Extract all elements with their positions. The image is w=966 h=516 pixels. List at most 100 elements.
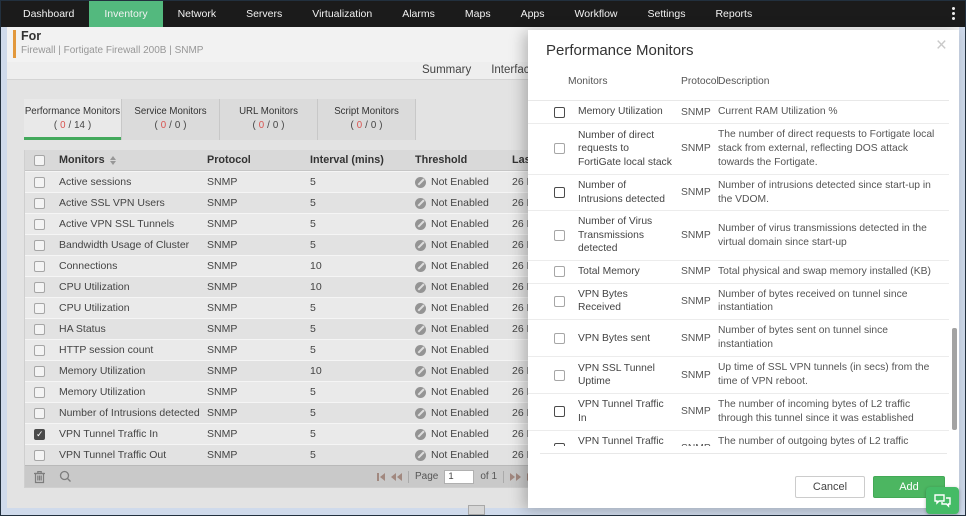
- nav-item[interactable]: Apps: [520, 7, 545, 20]
- dialog-row-checkbox[interactable]: [554, 230, 565, 242]
- row-checkbox[interactable]: [34, 281, 45, 293]
- not-enabled-icon: [415, 302, 426, 314]
- dialog-row-checkbox[interactable]: [554, 187, 565, 199]
- dialog-row-checkbox[interactable]: [554, 106, 565, 118]
- scrollbar-thumb[interactable]: [952, 328, 957, 430]
- dialog-row-checkbox[interactable]: [554, 443, 565, 446]
- dialog-monitor-protocol: SNMP: [681, 406, 711, 418]
- dialog-monitor-row[interactable]: Number of Virus Transmissions detected S…: [528, 211, 949, 261]
- page-first-button[interactable]: [377, 472, 385, 481]
- monitor-name: HTTP session count: [59, 344, 154, 356]
- subtab-label: Service Monitors: [134, 106, 207, 117]
- nav-item[interactable]: Workflow: [574, 7, 618, 20]
- dialog-monitor-row[interactable]: Memory Utilization SNMP Current RAM Util…: [528, 101, 949, 124]
- row-checkbox[interactable]: [34, 239, 45, 251]
- nav-item[interactable]: Settings: [647, 7, 686, 20]
- dialog-monitor-row[interactable]: VPN Tunnel Traffic Out SNMP The number o…: [528, 431, 949, 446]
- dialog-monitor-description: Number of bytes sent on tunnel since ins…: [718, 325, 888, 351]
- cancel-button[interactable]: Cancel: [795, 476, 865, 498]
- column-header-monitors[interactable]: Monitors: [59, 154, 207, 166]
- dialog-column-monitors: Monitors: [568, 76, 608, 87]
- monitor-name: Bandwidth Usage of Cluster: [59, 239, 190, 251]
- dialog-row-checkbox[interactable]: [554, 332, 565, 344]
- dialog-monitor-description: Number of bytes received on tunnel since…: [718, 288, 908, 314]
- dialog-row-checkbox[interactable]: [554, 406, 565, 418]
- dialog-monitor-row[interactable]: Total Memory SNMP Total physical and swa…: [528, 261, 949, 284]
- monitor-threshold: Not Enabled: [415, 302, 512, 314]
- row-checkbox[interactable]: [34, 386, 45, 398]
- nav-item[interactable]: Reports: [715, 7, 753, 20]
- dialog-monitor-row[interactable]: VPN Bytes sent SNMP Number of bytes sent…: [528, 320, 949, 358]
- monitor-type-tab[interactable]: URL Monitors (0/0): [220, 99, 318, 140]
- dialog-row-checkbox[interactable]: [554, 143, 565, 155]
- monitor-threshold: Not Enabled: [415, 428, 512, 440]
- nav-item[interactable]: Virtualization: [312, 7, 373, 20]
- dialog-monitor-row[interactable]: VPN SSL Tunnel Uptime SNMP Up time of SS…: [528, 357, 949, 394]
- subtab-label: URL Monitors: [239, 106, 298, 117]
- row-checkbox[interactable]: [34, 302, 45, 314]
- page-prev-button[interactable]: [391, 472, 402, 481]
- row-checkbox[interactable]: [34, 344, 45, 356]
- page-next-button[interactable]: [510, 472, 522, 481]
- dialog-monitor-name: VPN Bytes Received: [578, 289, 628, 314]
- column-header-protocol[interactable]: Protocol: [207, 154, 251, 166]
- nav-item[interactable]: Alarms: [402, 7, 435, 20]
- scroll-handle[interactable]: [468, 505, 485, 515]
- row-checkbox[interactable]: [34, 449, 45, 461]
- monitor-protocol: SNMP: [207, 197, 238, 209]
- search-icon[interactable]: [59, 470, 72, 483]
- dialog-monitor-name: Number of Virus Transmissions detected: [578, 216, 653, 255]
- monitor-name: Active sessions: [59, 176, 132, 188]
- monitor-type-tab[interactable]: Service Monitors (0/0): [122, 99, 220, 140]
- page-input[interactable]: [444, 469, 475, 484]
- dialog-monitor-row[interactable]: VPN Bytes Received SNMP Number of bytes …: [528, 284, 949, 321]
- column-header-threshold[interactable]: Threshold: [415, 154, 468, 166]
- monitor-threshold: Not Enabled: [415, 323, 512, 335]
- chat-widget[interactable]: [926, 487, 959, 514]
- nav-item[interactable]: Servers: [246, 7, 283, 20]
- monitor-type-tab[interactable]: Performance Monitors (0/14): [24, 99, 122, 140]
- row-checkbox[interactable]: [34, 428, 45, 440]
- column-header-interval[interactable]: Interval (mins): [310, 154, 384, 166]
- not-enabled-icon: [415, 428, 426, 440]
- nav-item[interactable]: Network: [177, 7, 217, 20]
- monitor-interval: 10: [310, 365, 322, 377]
- monitor-name: VPN Tunnel Traffic In: [59, 428, 159, 440]
- row-checkbox[interactable]: [34, 260, 45, 272]
- close-icon[interactable]: ×: [935, 35, 947, 56]
- not-enabled-icon: [415, 260, 426, 272]
- nav-item[interactable]: Inventory: [89, 0, 163, 27]
- row-checkbox[interactable]: [34, 407, 45, 419]
- top-navigation: Dashboard Inventory Network Servers Virt…: [0, 0, 966, 27]
- subtab-count: (0/14): [53, 120, 92, 131]
- monitor-protocol: SNMP: [207, 239, 238, 251]
- row-checkbox[interactable]: [34, 365, 45, 377]
- monitor-type-tab[interactable]: Script Monitors (0/0): [318, 99, 416, 140]
- monitor-protocol: SNMP: [207, 302, 238, 314]
- dialog-monitor-row[interactable]: VPN Tunnel Traffic In SNMP The number of…: [528, 394, 949, 431]
- dialog-monitor-name: Number of direct requests to FortiGate l…: [578, 129, 672, 168]
- dialog-monitor-row[interactable]: Number of Intrusions detected SNMP Numbe…: [528, 175, 949, 212]
- row-checkbox[interactable]: [34, 197, 45, 209]
- not-enabled-icon: [415, 365, 426, 377]
- nav-item[interactable]: Maps: [464, 7, 491, 20]
- more-menu-icon[interactable]: [941, 0, 966, 27]
- content-tab[interactable]: Summary: [422, 63, 472, 76]
- monitor-protocol: SNMP: [207, 428, 238, 440]
- dialog-row-checkbox[interactable]: [554, 266, 565, 278]
- monitor-interval: 5: [310, 449, 316, 461]
- row-checkbox[interactable]: [34, 218, 45, 230]
- dialog-monitor-name: VPN Tunnel Traffic In: [578, 399, 664, 424]
- monitor-protocol: SNMP: [207, 344, 238, 356]
- dialog-monitor-row[interactable]: Number of direct requests to FortiGate l…: [528, 124, 949, 175]
- select-all-checkbox[interactable]: [34, 154, 45, 166]
- row-checkbox[interactable]: [34, 323, 45, 335]
- dialog-monitor-name: VPN SSL Tunnel Uptime: [578, 362, 655, 388]
- dialog-monitor-description: Number of virus transmissions detected i…: [718, 222, 927, 248]
- dialog-row-checkbox[interactable]: [554, 295, 565, 307]
- monitor-protocol: SNMP: [207, 281, 238, 293]
- nav-item[interactable]: Dashboard: [23, 7, 75, 20]
- row-checkbox[interactable]: [34, 176, 45, 188]
- delete-icon[interactable]: [33, 470, 46, 484]
- dialog-row-checkbox[interactable]: [554, 369, 565, 381]
